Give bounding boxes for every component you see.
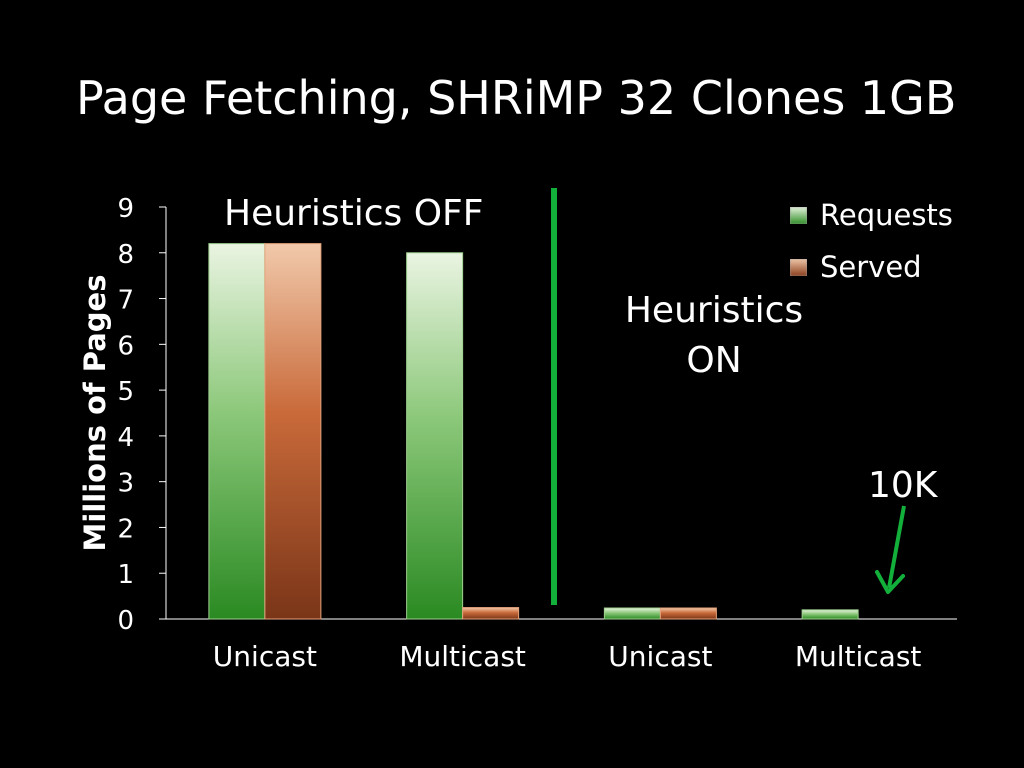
legend-item-served: Served <box>790 247 922 287</box>
bar-served-2 <box>462 607 520 620</box>
y-axis-title: Millions of Pages <box>78 274 112 552</box>
x-tick-label: Multicast <box>795 640 922 673</box>
y-tick-label: 9 <box>117 194 134 224</box>
bar-requests-2 <box>406 252 464 620</box>
bar-requests-3 <box>603 607 661 620</box>
legend-label-served: Served <box>820 250 922 284</box>
ten-k-label: 10K <box>868 465 938 506</box>
bar-requests-1 <box>208 243 266 620</box>
legend-swatch-served <box>790 258 807 276</box>
x-tick-label: Unicast <box>213 640 317 673</box>
page-title: Page Fetching, SHRiMP 32 Clones 1GB <box>76 71 957 125</box>
legend-swatch-requests <box>790 206 807 224</box>
ten-k-arrow <box>875 505 906 594</box>
y-tick-label: 1 <box>117 560 134 590</box>
heuristics-on-label: Heuristics ON <box>624 290 804 381</box>
y-tick-label: 4 <box>117 423 134 453</box>
bar-requests-4 <box>801 609 859 620</box>
y-tick-label: 7 <box>117 286 134 316</box>
y-tick-label: 5 <box>117 377 134 407</box>
y-tick-label: 3 <box>117 469 134 499</box>
y-tick-label: 0 <box>117 606 134 636</box>
bars <box>208 243 859 620</box>
bar-served-1 <box>264 243 322 620</box>
y-tick-label: 2 <box>117 514 134 544</box>
x-tick-label: Multicast <box>399 640 526 673</box>
bar-served-3 <box>659 607 717 620</box>
heuristics-off-label: Heuristics OFF <box>224 193 484 234</box>
legend-item-requests: Requests <box>790 195 953 235</box>
axis-labels: 0 1 2 3 4 5 6 7 8 9 Unicast Multicast Unicast Multica… <box>117 194 921 673</box>
y-tick-label: 8 <box>117 240 134 270</box>
y-tick-label: 6 <box>117 331 134 361</box>
legend-label-requests: Requests <box>820 198 953 232</box>
x-tick-label: Unicast <box>608 640 712 673</box>
